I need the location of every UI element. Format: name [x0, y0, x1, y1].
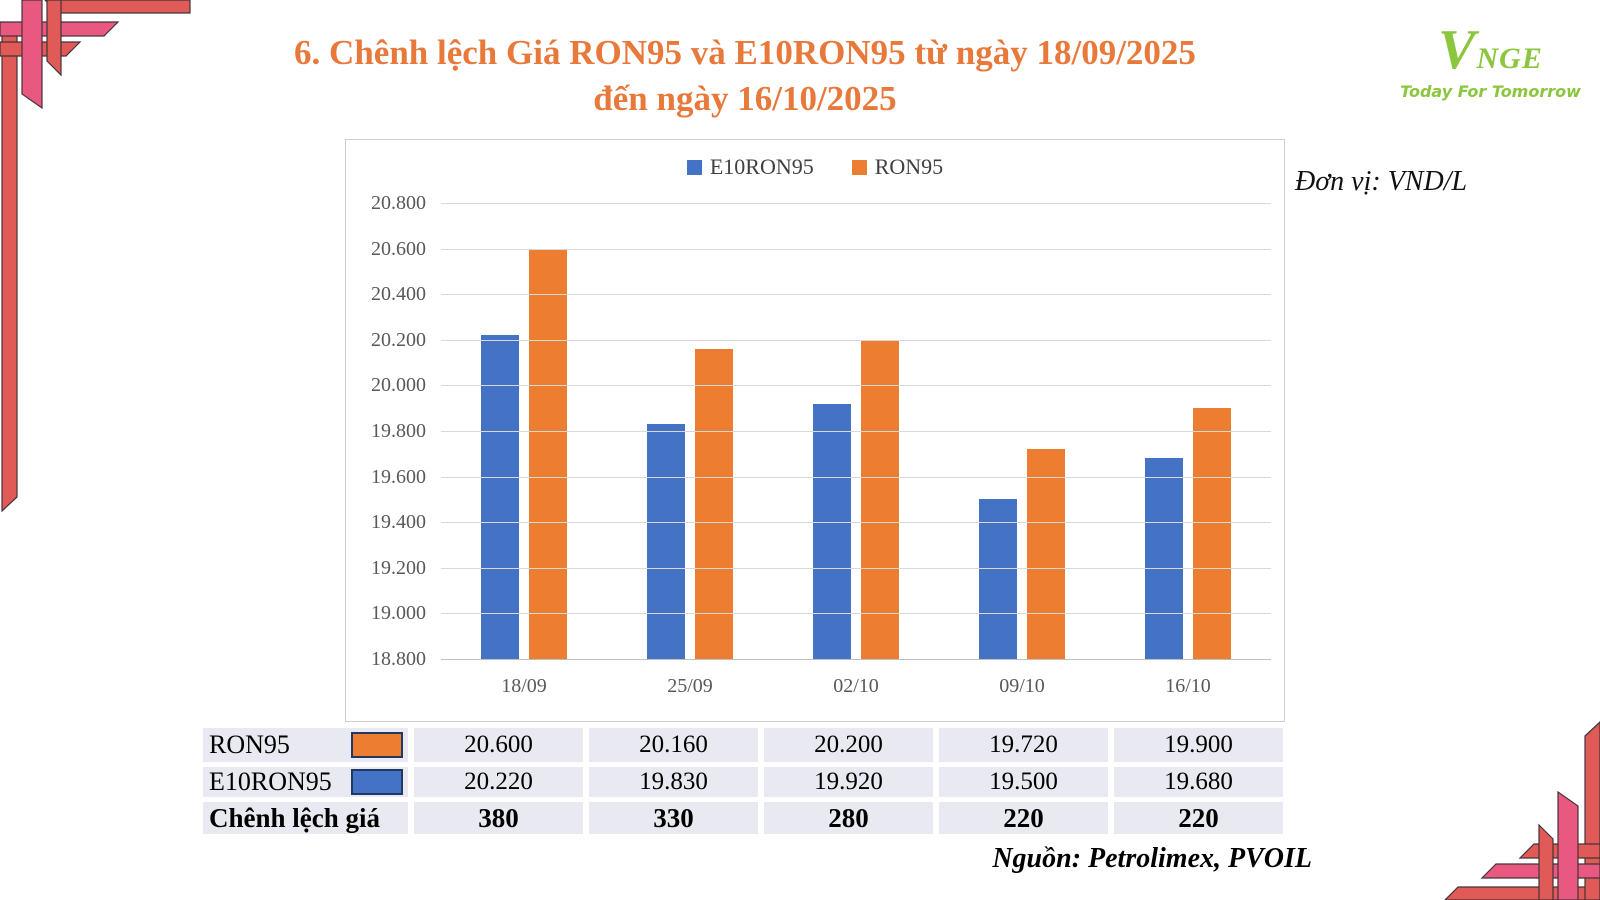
source-label: Nguồn: Petrolimex, PVOIL — [992, 843, 1312, 874]
y-axis-tick-label: 18.800 — [371, 648, 426, 670]
bar-group-02/10 — [773, 203, 939, 659]
bar-e10ron95-16/10 — [1145, 458, 1183, 659]
gridline — [441, 203, 1271, 204]
gridline — [441, 613, 1271, 615]
legend-item-ron95: RON95 — [851, 154, 944, 180]
table-swatch-icon — [351, 732, 403, 758]
y-axis-tick-label: 19.200 — [371, 556, 426, 579]
table-cell-r3c2: 330 — [589, 802, 758, 834]
y-axis-tick-label: 20.000 — [371, 374, 426, 397]
table-row-label-3: Chênh lệch giá — [203, 802, 408, 834]
y-axis-tick-label: 20.800 — [371, 192, 426, 214]
unit-label: Đơn vị: VND/L — [1295, 166, 1468, 197]
vnge-logo-wordmark: VNGE — [1398, 22, 1583, 78]
table-cell-r3c4: 220 — [939, 802, 1108, 834]
gridline — [441, 476, 1271, 478]
corner-ornament-bottom-right — [1444, 721, 1600, 900]
page-title-line2: đến ngày 16/10/2025 — [593, 79, 897, 118]
bar-ron95-02/10 — [861, 339, 899, 659]
table-row-label-text: E10RON95 — [209, 767, 332, 796]
page-title: 6. Chênh lệch Giá RON95 và E10RON95 từ n… — [230, 30, 1260, 122]
table-cell-r3c1: 380 — [414, 802, 583, 834]
vnge-logo-nge: NGE — [1476, 42, 1543, 75]
bar-e10ron95-25/09 — [647, 424, 685, 659]
y-axis-tick-label: 20.200 — [371, 328, 426, 351]
chart-legend: E10RON95 RON95 — [346, 154, 1284, 180]
bar-e10ron95-09/10 — [979, 499, 1017, 659]
table-row-label-text: Chênh lệch giá — [209, 802, 381, 833]
table-cell-r2c1: 20.220 — [414, 767, 583, 797]
corner-ornament-top-left — [0, 0, 191, 513]
legend-swatch-icon — [686, 159, 702, 175]
table-row-label-1: RON95 — [203, 728, 408, 762]
y-axis-tick-label: 20.600 — [371, 237, 426, 260]
table-cell-r3c3: 280 — [764, 802, 933, 834]
y-axis-tick-label: 19.800 — [371, 420, 426, 442]
table-cell-r1c1: 20.600 — [414, 728, 583, 762]
table-cell-r2c3: 19.920 — [764, 767, 933, 797]
page-title-line1: 6. Chênh lệch Giá RON95 và E10RON95 từ n… — [294, 33, 1196, 72]
x-axis-label-18/09: 18/09 — [501, 675, 547, 697]
x-axis-line — [441, 659, 1271, 660]
y-axis-tick-label: 19.000 — [371, 602, 426, 625]
gridline — [441, 567, 1271, 569]
gridline — [441, 339, 1271, 341]
table-cell-r2c4: 19.500 — [939, 767, 1108, 797]
gridline — [441, 248, 1271, 250]
y-axis-tick-label: 20.400 — [371, 283, 426, 306]
bar-ron95-16/10 — [1193, 408, 1231, 659]
bar-chart: E10RON95 RON95 18.800 19.000 19.200 19.400 19… — [345, 139, 1285, 722]
table-cell-r1c2: 20.160 — [589, 728, 758, 762]
gridline — [441, 431, 1271, 432]
x-axis-label-25/09: 25/09 — [667, 675, 713, 697]
table-cell-r1c3: 20.200 — [764, 728, 933, 762]
bar-ron95-18/09 — [529, 248, 567, 659]
gridline — [441, 294, 1271, 296]
bar-group-09/10 — [939, 203, 1105, 659]
y-axis-tick-label: 19.600 — [371, 465, 426, 488]
legend-swatch-icon — [851, 159, 867, 175]
vnge-logo-tagline: Today For Tomorrow — [1400, 82, 1581, 101]
table-cell-r1c4: 19.720 — [939, 728, 1108, 762]
table-row-label-2: E10RON95 — [203, 767, 408, 797]
bar-ron95-25/09 — [695, 348, 733, 659]
bar-group-25/09 — [607, 203, 773, 659]
table-cell-r1c5: 19.900 — [1114, 728, 1283, 762]
x-axis-label-16/10: 16/10 — [1165, 675, 1211, 697]
x-axis-label-02/10: 02/10 — [833, 675, 879, 697]
legend-item-e10ron95: E10RON95 — [686, 154, 814, 180]
bar-group-18/09 — [441, 203, 607, 659]
gridline — [441, 385, 1271, 387]
table-cell-r2c5: 19.680 — [1114, 767, 1283, 797]
bar-e10ron95-18/09 — [481, 335, 519, 659]
gridline — [441, 522, 1271, 524]
bar-ron95-09/10 — [1027, 449, 1065, 659]
table-swatch-icon — [351, 769, 403, 795]
vnge-logo-v: V — [1438, 19, 1477, 81]
price-table: RON95 20.600 20.160 20.200 19.720 19.900 E10RO… — [203, 728, 1283, 834]
legend-label: RON95 — [874, 154, 944, 179]
legend-label: E10RON95 — [709, 154, 814, 179]
table-row-label-text: RON95 — [209, 730, 290, 759]
table-cell-r3c5: 220 — [1114, 802, 1283, 834]
bar-group-16/10 — [1105, 203, 1271, 659]
chart-plot-area — [441, 203, 1271, 659]
x-axis-label-09/10: 09/10 — [999, 675, 1045, 697]
table-cell-r2c2: 19.830 — [589, 767, 758, 797]
y-axis-tick-label: 19.400 — [371, 511, 426, 534]
vnge-logo: VNGE Today For Tomorrow — [1398, 22, 1583, 101]
bar-e10ron95-02/10 — [813, 403, 851, 659]
